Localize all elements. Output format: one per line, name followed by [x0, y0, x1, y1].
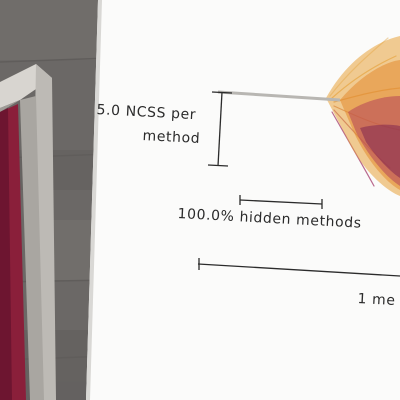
fan-visualization: [326, 36, 400, 196]
ncss-scale-bar: [207, 91, 233, 167]
picture-frame: [0, 64, 56, 400]
length-scale-bar: [197, 258, 400, 277]
fan-stem-line: [217, 90, 341, 102]
paper-edge-shadow: [86, 0, 102, 400]
ncss-label-line2: method: [142, 128, 201, 147]
hidden-methods-scale-bar: [239, 195, 323, 209]
length-label: 1 me: [357, 291, 396, 309]
